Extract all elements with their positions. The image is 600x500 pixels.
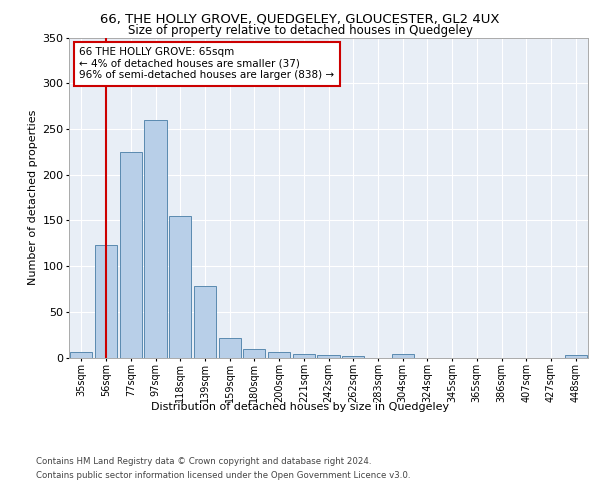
Bar <box>342 356 364 358</box>
Text: Contains HM Land Registry data © Crown copyright and database right 2024.: Contains HM Land Registry data © Crown c… <box>36 458 371 466</box>
Bar <box>218 338 241 357</box>
Bar <box>95 245 117 358</box>
Text: Contains public sector information licensed under the Open Government Licence v3: Contains public sector information licen… <box>36 471 410 480</box>
Bar <box>70 352 92 358</box>
Text: 66 THE HOLLY GROVE: 65sqm
← 4% of detached houses are smaller (37)
96% of semi-d: 66 THE HOLLY GROVE: 65sqm ← 4% of detach… <box>79 47 335 80</box>
Bar <box>243 350 265 358</box>
Text: Size of property relative to detached houses in Quedgeley: Size of property relative to detached ho… <box>128 24 473 37</box>
Bar <box>317 355 340 358</box>
Text: 66, THE HOLLY GROVE, QUEDGELEY, GLOUCESTER, GL2 4UX: 66, THE HOLLY GROVE, QUEDGELEY, GLOUCEST… <box>100 12 500 26</box>
Bar <box>392 354 414 358</box>
Bar <box>169 216 191 358</box>
Bar <box>119 152 142 358</box>
Bar <box>194 286 216 358</box>
Y-axis label: Number of detached properties: Number of detached properties <box>28 110 38 285</box>
Text: Distribution of detached houses by size in Quedgeley: Distribution of detached houses by size … <box>151 402 449 412</box>
Bar <box>293 354 315 358</box>
Bar <box>268 352 290 358</box>
Bar <box>145 120 167 358</box>
Bar <box>565 355 587 358</box>
